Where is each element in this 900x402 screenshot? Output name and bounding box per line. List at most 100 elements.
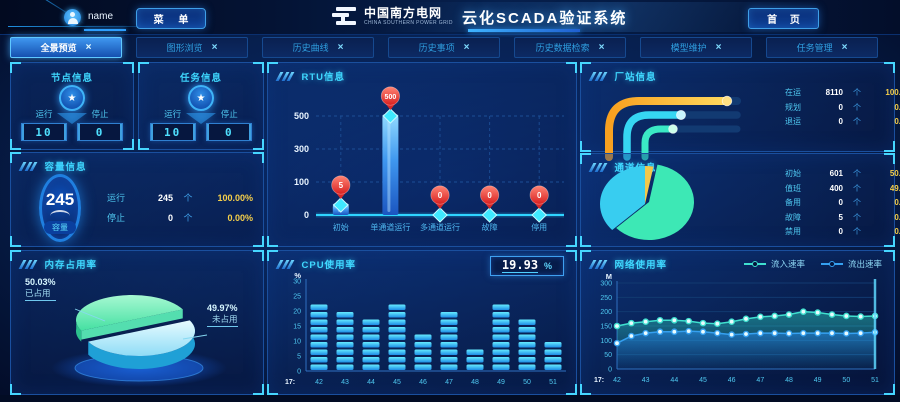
station-row: 规划0 个0.00% xyxy=(785,102,900,112)
tab-task-management[interactable]: 任务管理 × xyxy=(766,37,878,58)
tab-label: 模型维护 xyxy=(670,43,707,53)
badge-beam-icon xyxy=(57,113,87,124)
svg-text:停用: 停用 xyxy=(531,222,547,232)
home-button[interactable]: 首 页 xyxy=(748,8,819,29)
panel-title: RTU信息 xyxy=(301,72,346,83)
panel-title: 内存占用率 xyxy=(44,260,98,271)
svg-text:%: % xyxy=(294,271,301,280)
svg-text:500: 500 xyxy=(294,111,309,121)
svg-text:46: 46 xyxy=(728,377,736,384)
user-avatar-icon[interactable] xyxy=(64,9,81,26)
svg-text:100: 100 xyxy=(294,177,309,187)
cpu-unit: % xyxy=(544,261,553,271)
tab-close-icon[interactable]: × xyxy=(841,42,848,53)
svg-text:10: 10 xyxy=(293,339,301,346)
cpu-bar-chart: 0 5 10 15 20 25 30% 42 43 44 45 46 47 48 49 50 51 17: xyxy=(272,271,574,398)
svg-text:50: 50 xyxy=(842,377,850,384)
svg-text:300: 300 xyxy=(294,144,309,154)
svg-text:0: 0 xyxy=(487,191,492,200)
svg-text:43: 43 xyxy=(642,377,650,384)
capacity-value: 245 xyxy=(45,189,75,209)
footer-strip xyxy=(0,395,900,402)
svg-text:0: 0 xyxy=(304,210,309,220)
svg-text:17:: 17: xyxy=(594,377,604,384)
capacity-gauge: 245 容量 xyxy=(39,173,81,242)
channel-row: 禁用0 个0.00% xyxy=(785,227,900,236)
channel-row: 备用0 个0.00% xyxy=(785,198,900,207)
network-legend: 流入速率 流出速率 xyxy=(743,258,882,270)
tab-graph-browse[interactable]: 图形浏览 × xyxy=(136,37,248,58)
station-arc-chart xyxy=(589,77,761,166)
svg-text:500: 500 xyxy=(385,94,397,101)
panel-title: 厂站信息 xyxy=(614,72,657,83)
svg-text:故障: 故障 xyxy=(482,222,498,232)
svg-text:0: 0 xyxy=(537,191,542,200)
tab-history-data-query[interactable]: 历史数据检索 × xyxy=(514,37,626,58)
tab-panorama[interactable]: 全景预览 × xyxy=(10,37,122,58)
svg-text:M: M xyxy=(606,272,612,281)
outflow-line-icon xyxy=(820,260,843,267)
svg-text:300: 300 xyxy=(600,281,612,288)
svg-text:15: 15 xyxy=(293,324,301,331)
svg-text:45: 45 xyxy=(699,377,707,384)
stop-label: 停止 xyxy=(91,109,109,119)
panel-title: 网络使用率 xyxy=(614,260,668,271)
logo-subtitle: CHINA SOUTHERN POWER GRID xyxy=(364,19,453,26)
svg-text:多通道运行: 多通道运行 xyxy=(420,222,460,232)
svg-text:44: 44 xyxy=(367,379,375,386)
tab-history-events[interactable]: 历史事项 × xyxy=(388,37,500,58)
tab-close-icon[interactable]: × xyxy=(598,42,605,53)
legend-outflow[interactable]: 流出速率 xyxy=(820,258,882,270)
tab-label: 历史事项 xyxy=(418,43,455,53)
wave-icon xyxy=(50,209,70,222)
header: name 菜 单 中国南方电网 CHINA SOUTHERN POWER GRI… xyxy=(0,0,900,35)
svg-text:49: 49 xyxy=(497,379,505,386)
svg-text:0: 0 xyxy=(297,369,301,376)
tab-close-icon[interactable]: × xyxy=(85,42,92,53)
svg-text:42: 42 xyxy=(315,379,323,386)
svg-text:250: 250 xyxy=(600,295,612,302)
menu-button[interactable]: 菜 单 xyxy=(136,8,206,29)
cpu-value-box: 19.93 % xyxy=(490,256,564,276)
svg-text:45: 45 xyxy=(393,379,401,386)
svg-text:48: 48 xyxy=(471,379,479,386)
stop-label: 停止 xyxy=(220,109,238,119)
svg-text:100: 100 xyxy=(600,338,612,345)
csg-logo: 中国南方电网 CHINA SOUTHERN POWER GRID xyxy=(332,6,453,26)
tab-close-icon[interactable]: × xyxy=(337,42,344,53)
run-label: 运行 xyxy=(164,109,182,119)
tab-label: 历史数据检索 xyxy=(535,43,590,53)
legend-inflow[interactable]: 流入速率 xyxy=(743,258,805,270)
badge-beam-icon xyxy=(186,113,216,124)
logo-title: 中国南方电网 xyxy=(364,5,443,20)
svg-text:0: 0 xyxy=(438,191,443,200)
svg-text:200: 200 xyxy=(600,309,612,316)
svg-text:50: 50 xyxy=(523,379,531,386)
tab-close-icon[interactable]: × xyxy=(463,42,470,53)
tab-close-icon[interactable]: × xyxy=(715,42,722,53)
svg-text:44: 44 xyxy=(670,377,678,384)
svg-text:0: 0 xyxy=(608,367,612,374)
tab-model-maintenance[interactable]: 模型维护 × xyxy=(640,37,752,58)
network-usage-panel: 网络使用率 流入速率 流出速率 0 50 100 150 200 250 300 M 42 43 4… xyxy=(580,250,895,395)
rtu-bar-chart: 0 100 300 500 5 初始 500 单通道运行 0 多通道运行 0 故障 0 停用 xyxy=(272,77,572,250)
tab-history-curve[interactable]: 历史曲线 × xyxy=(262,37,374,58)
svg-text:46: 46 xyxy=(419,379,427,386)
svg-text:150: 150 xyxy=(600,324,612,331)
memory-free-callout: 49.97% 未占用 xyxy=(207,303,238,327)
title-slash-icon xyxy=(588,259,608,269)
task-stop-value: 0 xyxy=(206,123,253,141)
tab-close-icon[interactable]: × xyxy=(211,42,218,53)
panel-title: 容量信息 xyxy=(44,162,87,173)
channel-row: 故障5 个0.50% xyxy=(785,212,900,222)
tab-label: 任务管理 xyxy=(796,43,833,53)
panel-title: CPU使用率 xyxy=(301,260,357,271)
capacity-info-panel: 容量信息 245 容量 运行 245 个 100.00% 停止 0 个 0.00% xyxy=(10,152,264,247)
svg-text:50: 50 xyxy=(604,352,612,359)
tab-label: 历史曲线 xyxy=(292,43,329,53)
svg-text:49: 49 xyxy=(814,377,822,384)
memory-usage-panel: 内存占用率 50.03% 已占用 49.97% 未占用 xyxy=(10,250,264,395)
